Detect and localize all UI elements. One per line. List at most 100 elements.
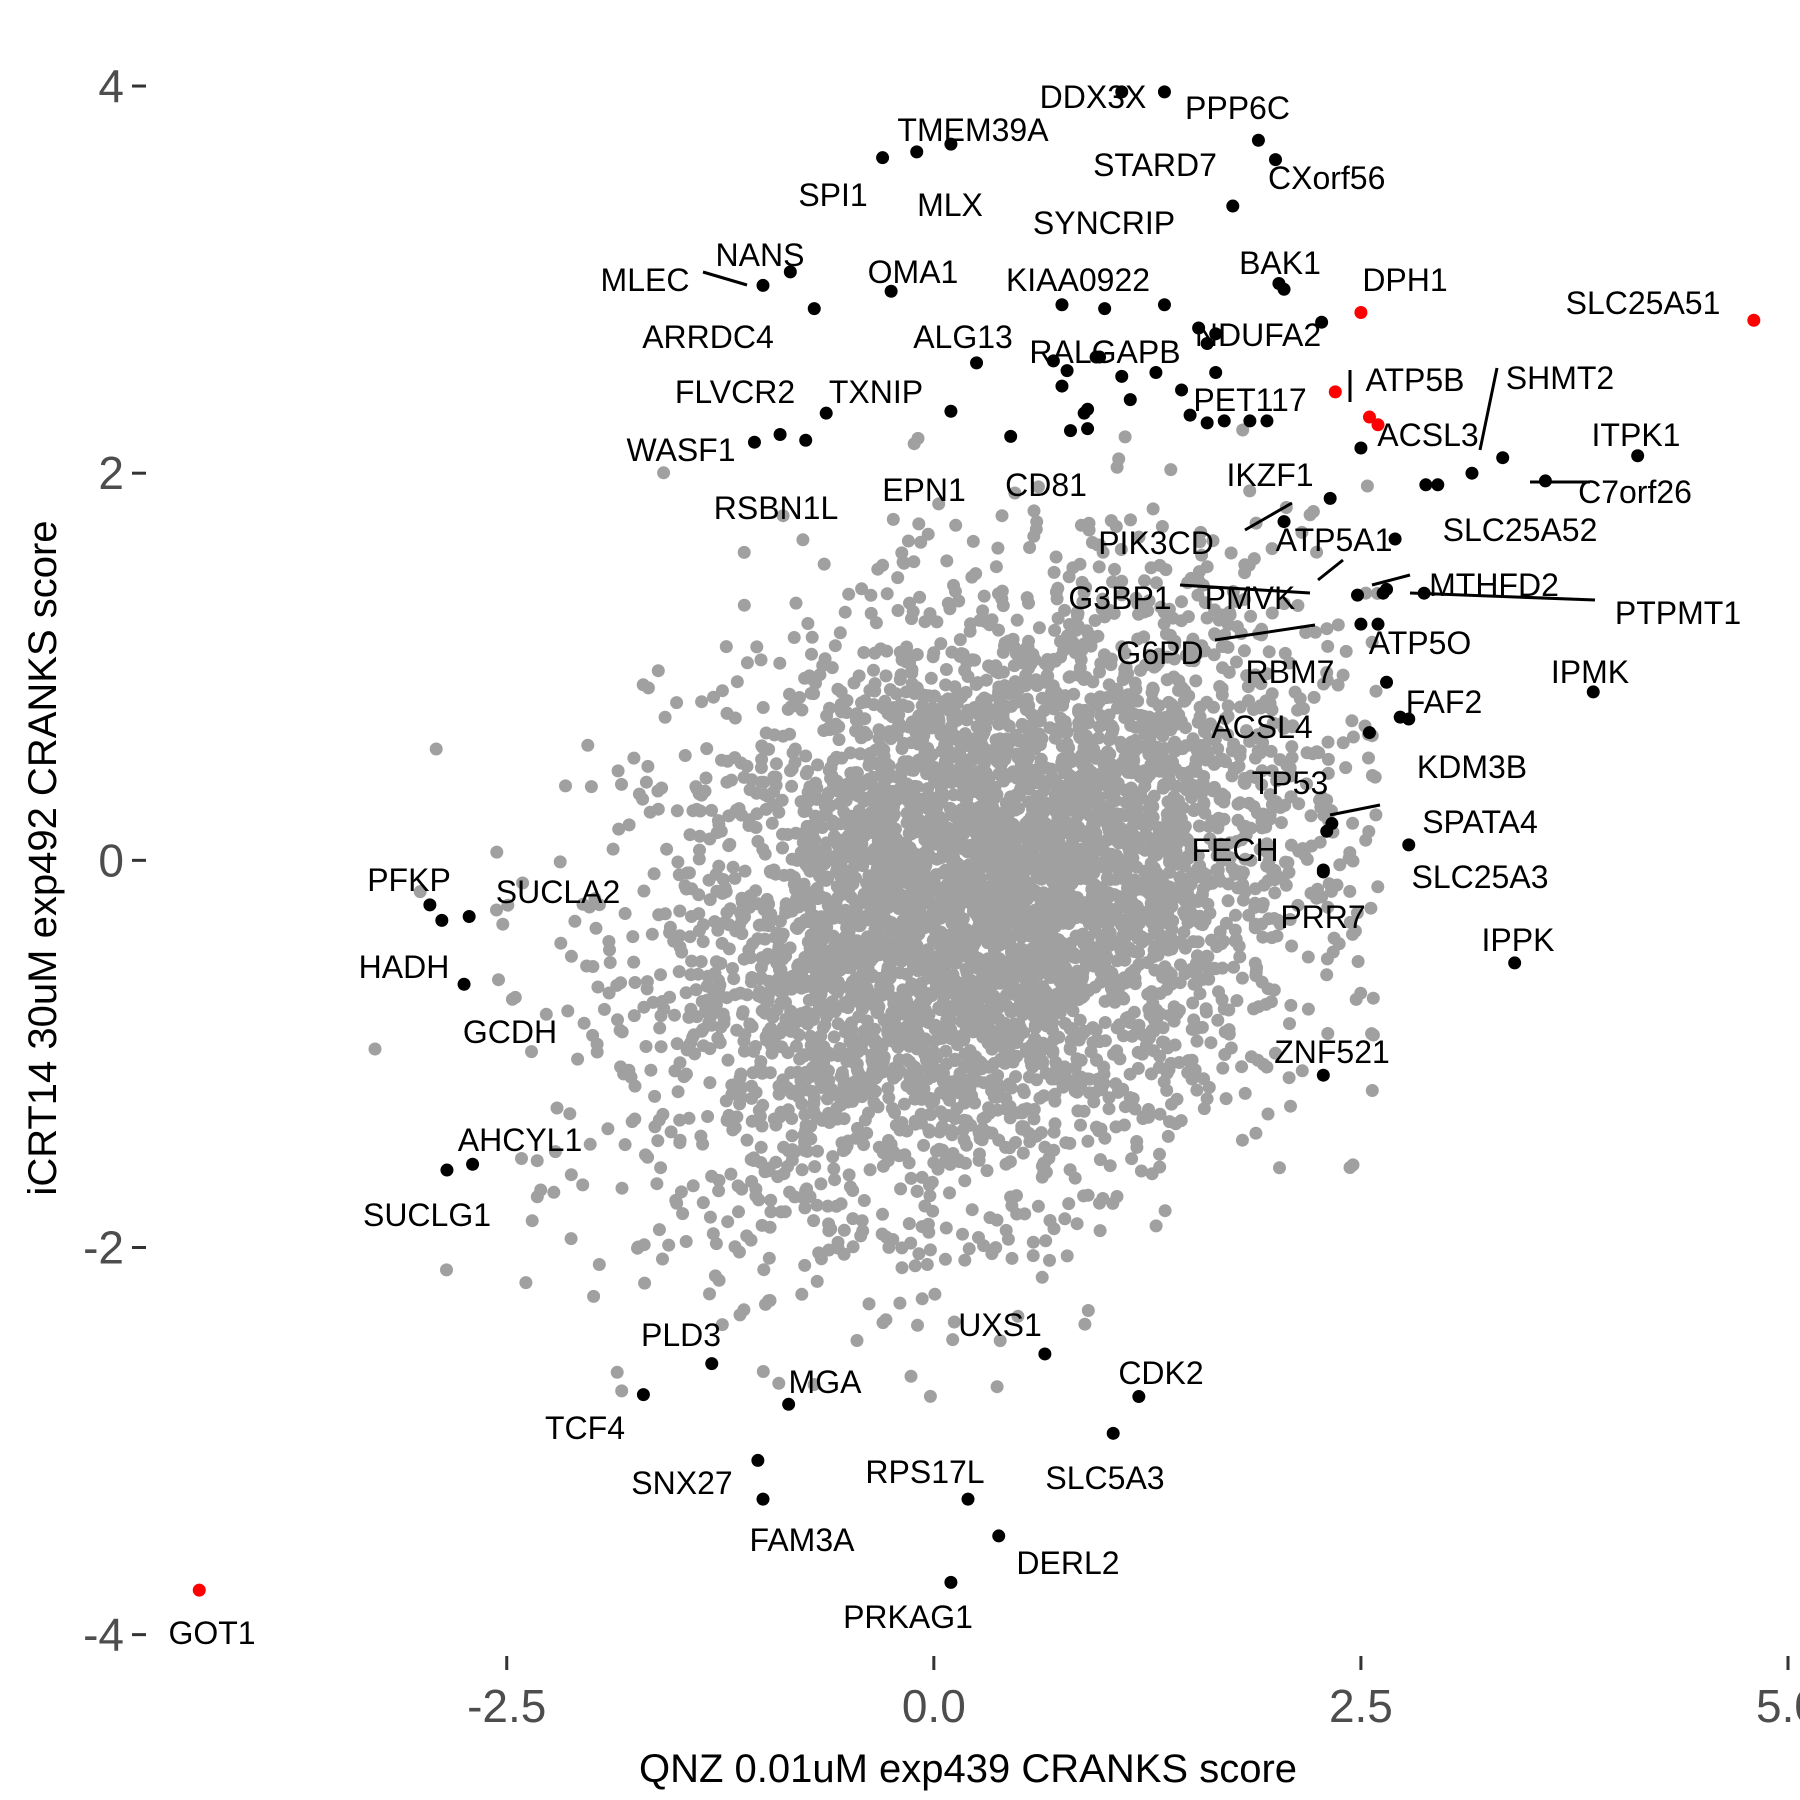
background-point <box>1321 1027 1335 1040</box>
background-point <box>760 892 774 906</box>
background-point <box>696 1196 710 1210</box>
background-point <box>1002 806 1016 820</box>
background-point <box>909 929 923 943</box>
background-point <box>737 598 751 612</box>
background-point <box>720 906 734 920</box>
background-point <box>867 663 880 677</box>
background-point <box>1346 730 1360 744</box>
background-point <box>951 914 964 928</box>
background-point <box>1331 618 1345 632</box>
background-point <box>755 752 769 766</box>
background-point <box>882 967 896 981</box>
background-point <box>1130 1022 1144 1036</box>
background-point <box>923 1107 937 1121</box>
background-point <box>999 732 1013 746</box>
background-point <box>1048 1117 1062 1131</box>
background-point <box>729 924 743 938</box>
background-point <box>1007 854 1021 868</box>
background-point <box>637 884 651 898</box>
background-point <box>940 554 954 568</box>
background-point <box>735 808 749 822</box>
background-point <box>1090 698 1104 712</box>
background-point <box>972 917 986 931</box>
background-point <box>894 856 908 870</box>
background-point <box>636 678 650 692</box>
background-point <box>792 898 806 912</box>
background-point <box>890 846 904 860</box>
background-point <box>1159 844 1173 858</box>
background-point <box>1146 996 1160 1010</box>
background-point <box>887 997 901 1011</box>
background-point <box>887 1025 901 1039</box>
background-point <box>945 1128 959 1142</box>
background-point <box>897 556 911 570</box>
background-point <box>1242 558 1256 572</box>
background-point <box>1020 744 1034 758</box>
background-point <box>1247 703 1260 716</box>
background-point <box>673 904 687 918</box>
background-point <box>858 1113 872 1127</box>
background-point <box>851 935 865 949</box>
background-point <box>1238 885 1252 899</box>
background-point <box>923 1189 937 1203</box>
background-point <box>692 907 706 921</box>
background-point <box>937 995 950 1009</box>
background-point <box>992 1012 1005 1026</box>
background-point <box>728 988 742 1002</box>
background-point <box>820 854 834 868</box>
background-point <box>950 996 963 1009</box>
background-point <box>737 545 751 559</box>
background-point <box>868 646 882 660</box>
background-point <box>829 1199 843 1213</box>
background-point <box>501 898 515 912</box>
background-point <box>864 937 878 951</box>
background-point <box>1149 1219 1163 1233</box>
background-point <box>972 776 986 790</box>
background-point <box>1255 778 1269 792</box>
background-point <box>748 897 762 911</box>
background-point <box>989 1033 1003 1047</box>
background-point <box>656 1252 669 1266</box>
background-point <box>777 982 791 996</box>
background-point <box>752 918 766 932</box>
background-point <box>1144 561 1158 575</box>
background-point <box>817 557 831 571</box>
background-point <box>1216 661 1229 675</box>
background-point <box>1161 1129 1175 1143</box>
background-point <box>846 1212 860 1226</box>
background-point <box>1157 1035 1171 1049</box>
background-point <box>671 855 685 869</box>
background-point <box>627 955 641 969</box>
background-point <box>959 962 973 976</box>
background-point <box>785 1143 799 1157</box>
background-point <box>964 617 977 631</box>
background-point <box>969 703 983 716</box>
background-point <box>1320 622 1334 636</box>
background-point <box>757 1263 771 1277</box>
background-point <box>833 1090 847 1104</box>
background-point <box>1119 795 1133 809</box>
background-point <box>842 946 856 960</box>
background-point <box>1195 741 1209 755</box>
background-point <box>943 1186 956 1200</box>
background-point <box>725 1087 739 1101</box>
background-point <box>719 885 733 899</box>
background-point <box>949 858 963 872</box>
background-point <box>842 1168 856 1182</box>
background-point <box>830 862 844 876</box>
background-point <box>1124 513 1137 527</box>
background-point <box>884 922 898 936</box>
background-point <box>876 1316 890 1330</box>
background-point <box>1098 1016 1112 1029</box>
background-point <box>1095 881 1109 895</box>
background-point <box>1127 753 1141 767</box>
background-point <box>1284 790 1298 804</box>
background-point <box>583 1137 597 1151</box>
background-point <box>745 1114 759 1128</box>
background-point <box>1047 702 1061 716</box>
background-point <box>985 1247 999 1261</box>
background-point <box>789 921 803 934</box>
background-point <box>1163 1115 1176 1129</box>
background-point <box>870 784 884 798</box>
background-point <box>872 732 886 746</box>
